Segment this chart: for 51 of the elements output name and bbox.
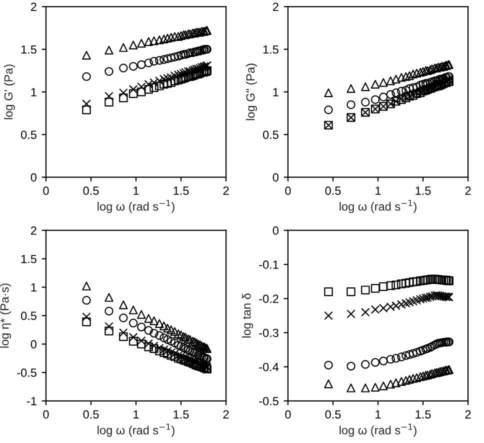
x-tick-label: 1.5 <box>174 410 189 419</box>
y-axis-title: log G" (Pa) <box>246 64 257 120</box>
x-tick-label: 0.5 <box>325 186 341 195</box>
x-tick-label: 1 <box>134 410 139 418</box>
y-tick-label: 0.5 <box>21 312 36 320</box>
x-axis-title: log ω (rad s$^{−1}$) <box>340 424 416 437</box>
y-tick-label: -0.4 <box>259 362 279 372</box>
x-tick-label: 1 <box>376 410 381 418</box>
y-tick-label: 0 <box>272 226 278 235</box>
x-tick-label: 0 <box>43 186 49 195</box>
x-tick-label: 1 <box>134 186 139 195</box>
y-tick-label: 0.5 <box>21 130 36 139</box>
x-tick-label: 0 <box>285 410 291 419</box>
x-tick-label: 2 <box>465 410 471 418</box>
y-tick-label: 2 <box>272 2 278 11</box>
x-tick-label: 0 <box>285 186 291 195</box>
y-tick-label: -0.3 <box>259 328 278 338</box>
y-tick-label: -1 <box>26 397 36 406</box>
x-tick-label: 1.5 <box>174 186 189 195</box>
y-axis-title: log G' (Pa) <box>4 64 15 120</box>
x-tick-label: 2 <box>223 186 229 195</box>
x-axis-title: log ω (rad s$^{−1}$) <box>340 200 416 214</box>
x-axis-title: log ω (rad s$^{−1}$) <box>98 200 174 214</box>
y-axis-title: log η* (Pa·s) <box>0 284 12 348</box>
x-tick-label: 2 <box>223 410 229 418</box>
y-tick-label: 1 <box>273 88 278 96</box>
y-tick-label: 0 <box>30 173 36 182</box>
y-tick-label: 1.5 <box>263 45 278 54</box>
y-tick-label: 1 <box>31 88 36 96</box>
y-tick-label: 1.5 <box>21 254 36 264</box>
x-axis-title: log ω (rad s$^{−1}$) <box>98 424 174 437</box>
y-tick-label: 2 <box>30 2 36 11</box>
y-tick-label: -0.5 <box>259 396 278 406</box>
x-tick-label: 2 <box>465 186 471 195</box>
x-tick-label: 1.5 <box>416 410 431 419</box>
y-tick-label: 0 <box>272 173 278 182</box>
y-tick-label: -0.2 <box>259 294 278 303</box>
x-tick-label: 1.5 <box>416 186 431 195</box>
y-tick-label: 0.5 <box>263 130 278 139</box>
y-tick-label: -0.1 <box>259 260 278 269</box>
y-tick-label: -0.5 <box>17 368 36 377</box>
y-tick-label: 1 <box>31 283 36 292</box>
y-tick-label: 0 <box>30 340 36 348</box>
x-tick-label: 1 <box>376 186 381 195</box>
x-tick-label: 0.5 <box>83 410 99 419</box>
y-axis-title: log tan δ <box>242 293 254 338</box>
x-tick-label: 0.5 <box>83 186 99 195</box>
y-tick-label: 1.5 <box>21 45 36 54</box>
x-tick-label: 0.5 <box>325 410 341 419</box>
x-tick-label: 0 <box>43 410 49 419</box>
y-tick-label: 2 <box>30 226 36 235</box>
